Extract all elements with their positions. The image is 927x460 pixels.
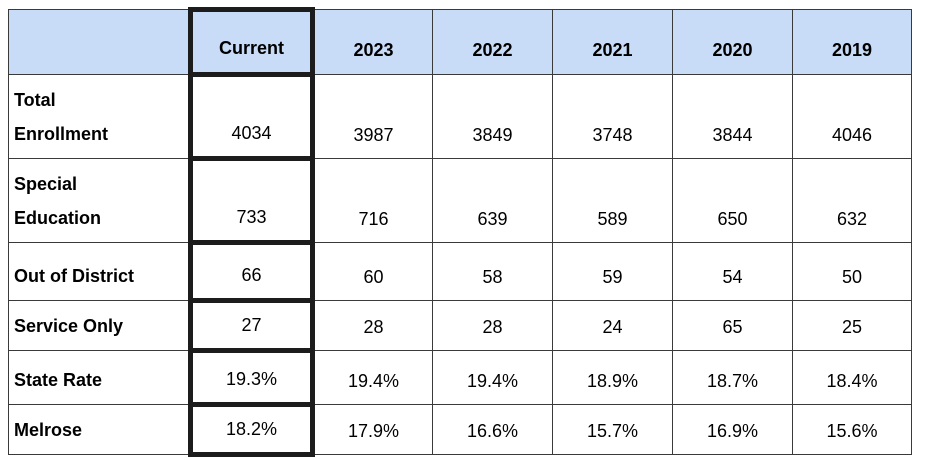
cell-state-rate-current: 19.3% [188,348,315,407]
enrollment-table-container: Current 2023 2022 2021 2020 2019 Total E… [8,7,912,457]
table-row-total-enrollment: Total Enrollment 4034 3987 3849 3748 384… [8,72,912,161]
cell-special-education-current: 733 [188,156,315,245]
enrollment-table: Current 2023 2022 2021 2020 2019 Total E… [8,7,912,457]
cell-total-enrollment-2019: 4046 [792,74,912,159]
cell-service-only-2019: 25 [792,300,912,351]
row-label-out-of-district: Out of District [8,242,191,301]
cell-melrose-current: 18.2% [188,402,315,457]
col-header-2022: 2022 [432,9,553,75]
row-label-state-rate: State Rate [8,350,191,405]
table-row-service-only: Service Only 27 28 28 24 65 25 [8,298,912,353]
col-header-current: Current [188,7,315,77]
cell-out-of-district-2019: 50 [792,242,912,301]
cell-state-rate-2022: 19.4% [432,350,553,405]
cell-service-only-current: 27 [188,298,315,353]
col-header-2021: 2021 [552,9,673,75]
header-row: Current 2023 2022 2021 2020 2019 [8,7,912,77]
col-header-2023: 2023 [312,9,433,75]
cell-total-enrollment-2020: 3844 [672,74,793,159]
cell-melrose-2021: 15.7% [552,404,673,455]
table-row-state-rate: State Rate 19.3% 19.4% 19.4% 18.9% 18.7%… [8,348,912,407]
cell-total-enrollment-2021: 3748 [552,74,673,159]
table-row-special-education: Special Education 733 716 639 589 650 63… [8,156,912,245]
col-header-2020: 2020 [672,9,793,75]
cell-total-enrollment-2022: 3849 [432,74,553,159]
cell-service-only-2022: 28 [432,300,553,351]
cell-special-education-2021: 589 [552,158,673,243]
cell-service-only-2021: 24 [552,300,673,351]
cell-melrose-2023: 17.9% [312,404,433,455]
cell-state-rate-2023: 19.4% [312,350,433,405]
cell-melrose-2020: 16.9% [672,404,793,455]
cell-special-education-2022: 639 [432,158,553,243]
cell-out-of-district-2021: 59 [552,242,673,301]
cell-special-education-2020: 650 [672,158,793,243]
corner-cell [8,9,191,75]
cell-total-enrollment-2023: 3987 [312,74,433,159]
cell-total-enrollment-current: 4034 [188,72,315,161]
cell-state-rate-2021: 18.9% [552,350,673,405]
table-row-melrose: Melrose 18.2% 17.9% 16.6% 15.7% 16.9% 15… [8,402,912,457]
cell-out-of-district-current: 66 [188,240,315,303]
cell-melrose-2019: 15.6% [792,404,912,455]
cell-special-education-2019: 632 [792,158,912,243]
row-label-special-education: Special Education [8,158,191,243]
cell-state-rate-2019: 18.4% [792,350,912,405]
cell-special-education-2023: 716 [312,158,433,243]
row-label-service-only: Service Only [8,300,191,351]
cell-out-of-district-2022: 58 [432,242,553,301]
table-row-out-of-district: Out of District 66 60 58 59 54 50 [8,240,912,303]
cell-state-rate-2020: 18.7% [672,350,793,405]
cell-service-only-2020: 65 [672,300,793,351]
col-header-2019: 2019 [792,9,912,75]
cell-service-only-2023: 28 [312,300,433,351]
cell-out-of-district-2020: 54 [672,242,793,301]
row-label-total-enrollment: Total Enrollment [8,74,191,159]
cell-out-of-district-2023: 60 [312,242,433,301]
cell-melrose-2022: 16.6% [432,404,553,455]
row-label-melrose: Melrose [8,404,191,455]
